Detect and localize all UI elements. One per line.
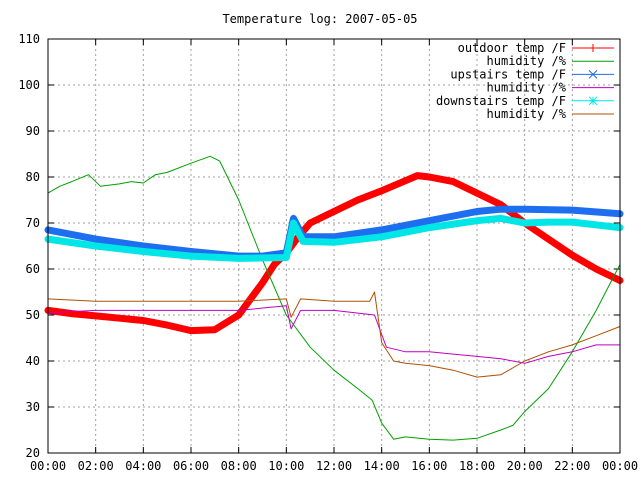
series-line-2 bbox=[47, 155, 621, 441]
x-tick-label: 06:00 bbox=[173, 459, 209, 473]
y-tick-label: 110 bbox=[18, 32, 40, 46]
series-line-4 bbox=[47, 305, 621, 364]
x-tick-label: 00:00 bbox=[602, 459, 638, 473]
y-tick-label: 90 bbox=[26, 124, 40, 138]
legend-marker bbox=[588, 96, 598, 106]
x-tick-label: 16:00 bbox=[411, 459, 447, 473]
y-tick-label: 60 bbox=[26, 262, 40, 276]
series-line-1 bbox=[44, 172, 624, 335]
series-layer bbox=[44, 155, 624, 441]
y-tick-label: 20 bbox=[26, 446, 40, 460]
x-tick-label: 02:00 bbox=[78, 459, 114, 473]
y-tick-label: 80 bbox=[26, 170, 40, 184]
legend-label: humidity /% bbox=[487, 54, 567, 68]
legend-label: humidity /% bbox=[487, 81, 567, 95]
x-tick-label: 14:00 bbox=[364, 459, 400, 473]
x-tick-label: 20:00 bbox=[507, 459, 543, 473]
x-tick-label: 18:00 bbox=[459, 459, 495, 473]
x-tick-label: 22:00 bbox=[554, 459, 590, 473]
x-tick-label: 08:00 bbox=[221, 459, 257, 473]
y-tick-label: 50 bbox=[26, 308, 40, 322]
y-tick-label: 40 bbox=[26, 354, 40, 368]
series-line-6 bbox=[47, 291, 621, 378]
y-axis: 20 30 40 50 60 70 80 90 100 110 bbox=[18, 32, 620, 460]
plot-frame bbox=[47, 38, 621, 454]
chart-title: Temperature log: 2007-05-05 bbox=[222, 12, 417, 26]
x-tick-label: 12:00 bbox=[316, 459, 352, 473]
x-axis: 00:00 02:00 04:00 06:00 08:00 10:00 12:00 14:00… bbox=[30, 39, 638, 473]
legend-label: outdoor temp /F bbox=[458, 41, 566, 55]
x-tick-label: 00:00 bbox=[30, 459, 66, 473]
legend-label: upstairs temp /F bbox=[450, 67, 566, 81]
legend-label: humidity /% bbox=[487, 107, 567, 121]
x-tick-label: 10:00 bbox=[268, 459, 304, 473]
x-tick-label: 04:00 bbox=[125, 459, 161, 473]
y-tick-label: 100 bbox=[18, 78, 40, 92]
y-tick-label: 70 bbox=[26, 216, 40, 230]
y-tick-label: 30 bbox=[26, 400, 40, 414]
legend-marker bbox=[588, 70, 598, 79]
series-line-5 bbox=[44, 214, 624, 262]
legend-label: downstairs temp /F bbox=[436, 94, 566, 108]
